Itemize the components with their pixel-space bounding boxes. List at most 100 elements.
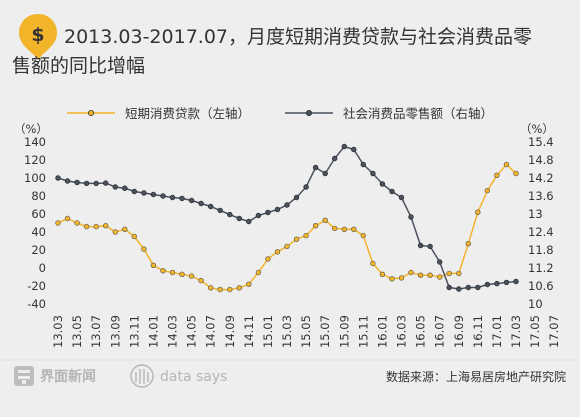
data-point-right [64,178,71,184]
data-point-right [322,170,328,177]
y-left-tick-label: 0 [39,261,46,275]
source-text: 数据来源：上海易居房地产研究院 [386,369,566,384]
data-point-left [446,270,452,277]
data-point-left [303,232,309,239]
data-point-right [227,211,233,218]
y-left-tick-labels: 140 120 100 80 60 40 20 0 -20 -40 [24,135,46,311]
data-point-left [217,286,223,293]
legend-label-right: 社会消费品零售额（右轴） [343,106,493,121]
data-point-right [398,194,405,201]
data-point-left [494,172,500,179]
data-point-right [303,184,309,190]
data-point-left [456,270,462,277]
y-right-tick-label: 13 [528,207,543,221]
data-point-right [437,259,443,265]
x-tick-label: 15.03 [280,315,294,348]
data-point-left [208,285,214,291]
data-point-right [217,207,223,214]
data-point-right [265,209,271,216]
data-point-left [179,271,185,277]
data-point-right [112,184,119,190]
legend: 短期消费贷款（左轴） 社会消费品零售额（右轴） [67,106,493,121]
data-point-left [83,223,90,230]
data-point-left [332,225,338,232]
data-says-text: data says [160,369,227,385]
x-tick-label: 16.05 [414,315,428,348]
x-tick-label: 15.07 [318,315,332,348]
data-point-right [150,191,157,198]
data-point-right [179,195,185,202]
data-point-left [236,285,243,291]
data-point-left [122,226,128,233]
data-point-left [408,269,414,276]
x-tick-label: 14.01 [146,315,160,348]
legend-label-left: 短期消费贷款（左轴） [125,106,250,121]
y-right-tick-label: 10 [528,297,543,311]
data-point-left [131,233,138,240]
y-left-tick-label: -40 [27,297,46,311]
data-point-left [465,241,471,247]
y-right-tick-label: 11.2 [528,261,554,275]
data-point-right [341,143,347,150]
data-point-right [274,206,281,213]
data-point-right [312,164,319,171]
data-point-left [246,281,252,287]
data-point-left [255,269,262,276]
data-point-right [456,286,462,292]
y-left-tick-label: 80 [31,189,46,203]
y-right-tick-label: 12.4 [528,225,554,239]
data-point-right [360,161,366,168]
data-point-right [332,155,338,162]
x-tick-label: 14.09 [223,315,237,348]
data-point-left [360,232,366,239]
data-point-right [427,243,433,250]
data-point-right [208,203,214,210]
data-point-right [160,193,166,199]
data-point-left [341,226,347,233]
data-point-left [513,170,519,177]
x-tick-label: 13.05 [70,315,84,348]
data-point-left [188,273,195,279]
x-tick-label: 14.03 [166,315,180,348]
legend-marker-right [305,110,312,117]
x-tick-label: 13.09 [108,315,122,348]
y-right-tick-label: 15.4 [528,135,554,149]
fingerprint-icon [130,364,154,388]
data-point-right [513,278,519,285]
data-point-left [284,243,290,250]
y-left-tick-label: 60 [31,207,46,221]
x-tick-label: 17.03 [509,315,523,348]
x-tick-label: 17.01 [490,315,504,348]
data-point-left [379,271,386,277]
data-point-right [351,146,357,153]
x-tick-label: 15.09 [337,315,351,348]
data-point-right [446,284,452,291]
data-point-right [293,194,300,201]
data-point-right [74,179,80,186]
data-point-right [102,180,109,186]
data-point-left [227,286,233,293]
data-point-right [83,180,90,187]
y-right-unit: （%） [520,122,554,136]
y-left-tick-label: 100 [24,171,46,185]
y-left-tick-label: 120 [24,153,46,167]
y-right-tick-label: 10.6 [528,279,554,293]
data-point-left [169,269,176,276]
data-point-left [417,272,424,278]
data-point-right [169,194,176,201]
x-tick-label: 17.05 [528,315,542,348]
data-point-left [322,217,328,224]
x-tick-label: 15.05 [299,315,313,348]
data-point-left [370,260,376,267]
data-point-left [503,161,510,168]
x-tick-label: 13.07 [89,315,103,348]
x-tick-label: 15.11 [356,315,370,348]
y-left-tick-label: -20 [27,279,46,293]
jiemian-logo-icon [14,366,34,386]
x-tick-label: 15.01 [261,315,275,348]
brand-text: 界面新闻 [40,368,96,385]
data-point-left [55,220,61,226]
data-point-left [93,223,99,230]
